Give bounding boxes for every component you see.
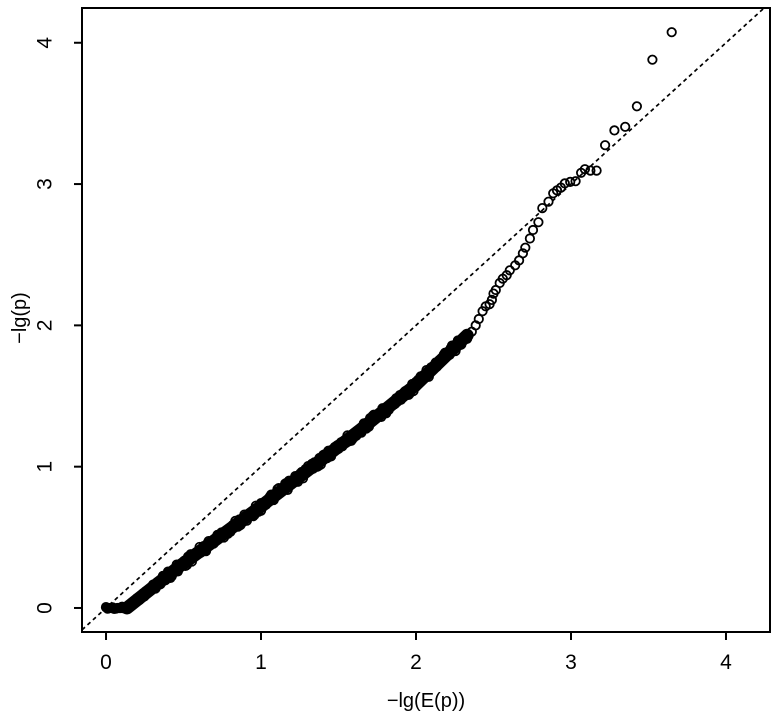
data-point [486, 294, 497, 305]
data-point [266, 489, 277, 500]
data-point [165, 572, 176, 583]
plot-border [81, 7, 771, 633]
data-point [533, 217, 544, 228]
x-axis: 0 1 2 3 4 [100, 632, 732, 674]
data-point [609, 125, 620, 136]
x-tick-label: 2 [410, 651, 422, 674]
data-point [666, 27, 677, 38]
y-tick-label: 3 [34, 178, 57, 190]
data-point [631, 101, 643, 112]
data-point [527, 224, 539, 236]
data-point [599, 140, 611, 151]
x-axis-title: −lg(E(p)) [387, 690, 465, 712]
scatter-tail-points [462, 27, 677, 342]
x-tick-label: 0 [100, 651, 112, 674]
identity-reference-line [81, 7, 765, 631]
data-point [647, 54, 658, 65]
data-point [570, 176, 581, 187]
x-tick-label: 4 [720, 651, 732, 674]
data-point [504, 265, 515, 276]
data-point [520, 242, 531, 253]
data-point [559, 178, 570, 189]
y-axis-title: −lg(p) [9, 292, 31, 344]
data-point [585, 165, 596, 176]
y-tick-label: 1 [34, 461, 57, 473]
data-point [537, 203, 548, 214]
y-axis: 0 1 2 3 4 [34, 37, 82, 614]
data-point [300, 464, 311, 475]
data-point [620, 121, 631, 132]
y-tick-label: 0 [34, 602, 57, 614]
x-tick-label: 1 [255, 651, 267, 674]
data-point [543, 196, 554, 207]
data-point [325, 451, 337, 462]
x-tick-label: 3 [565, 651, 577, 674]
y-tick-label: 4 [34, 37, 57, 49]
y-tick-label: 2 [34, 320, 57, 332]
data-point [517, 248, 529, 259]
data-point [591, 165, 602, 176]
scatter-dense-band [100, 328, 474, 615]
data-point [473, 313, 484, 325]
data-point [565, 176, 576, 187]
data-point [423, 371, 434, 382]
data-point [579, 164, 591, 175]
data-point [524, 233, 536, 244]
